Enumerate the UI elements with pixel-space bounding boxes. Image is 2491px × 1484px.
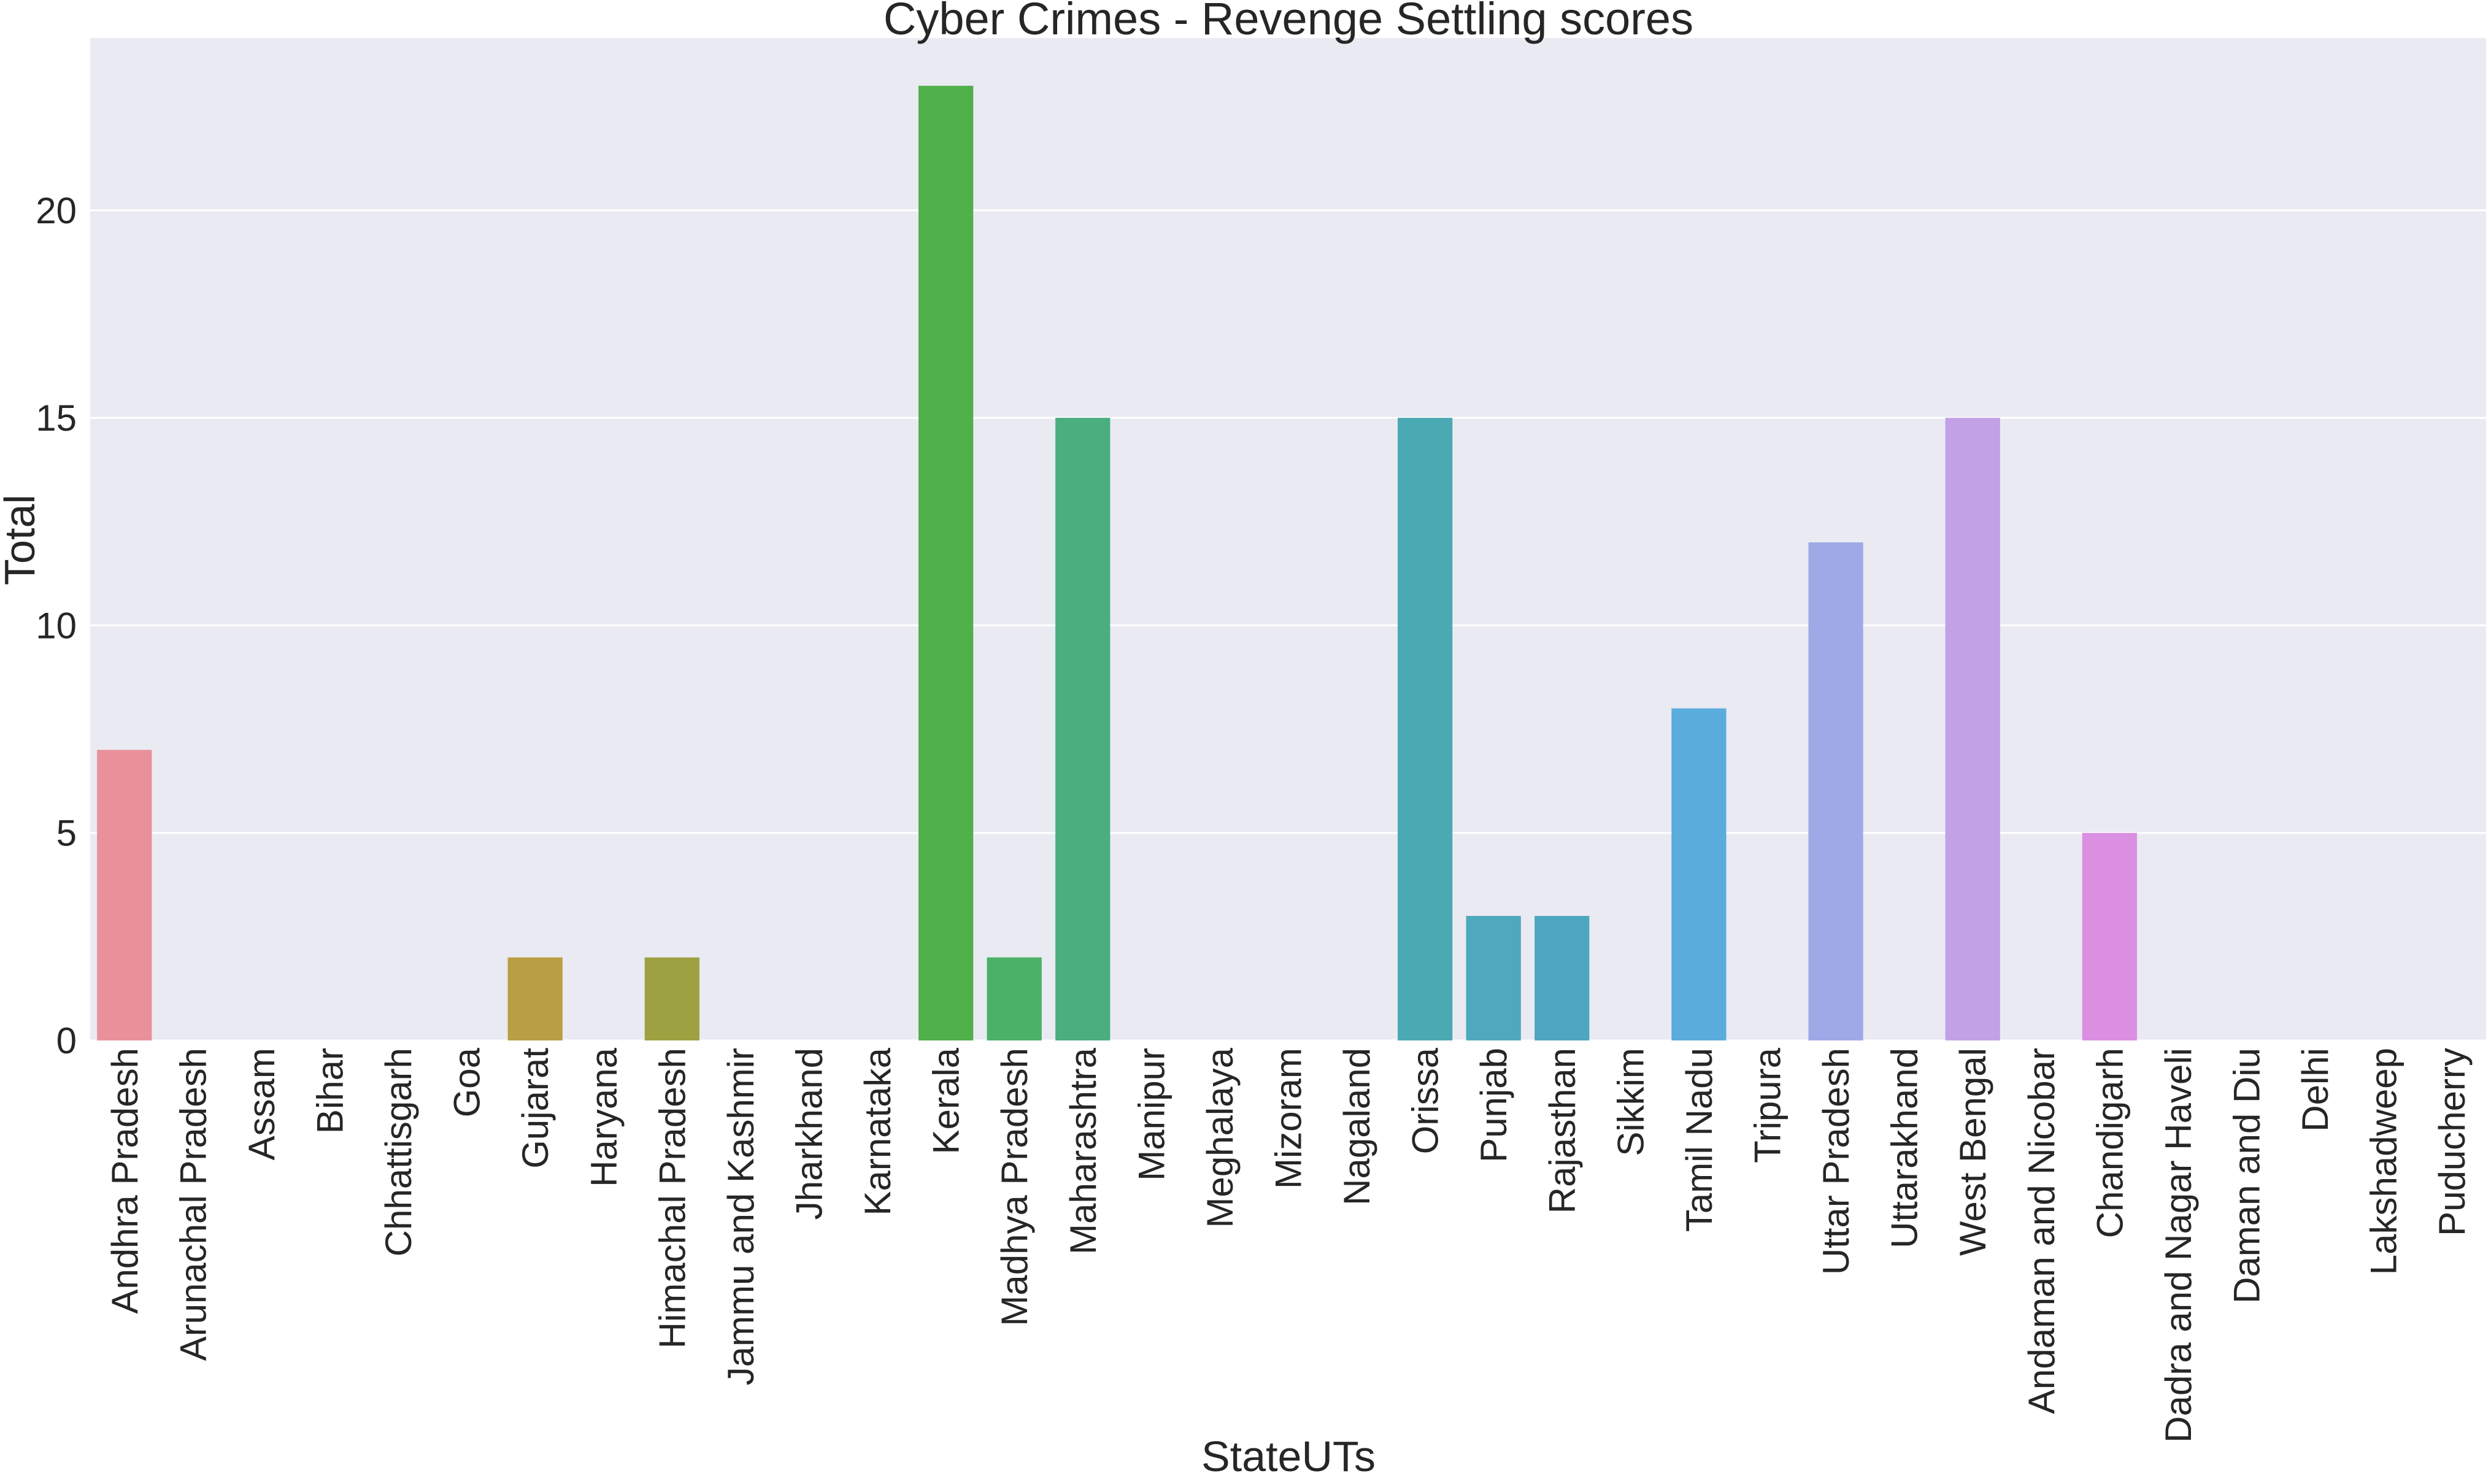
bar bbox=[918, 85, 974, 1040]
x-tick-label: Jammu and Kashmir bbox=[720, 1048, 761, 1385]
bar bbox=[987, 957, 1042, 1040]
x-tick-label: Rajasthan bbox=[1542, 1048, 1583, 1213]
x-tick-label: Sikkim bbox=[1610, 1048, 1651, 1156]
chart-title: Cyber Crimes - Revenge Settling scores bbox=[884, 0, 1693, 44]
bar bbox=[1945, 418, 2000, 1040]
x-tick-label: Uttar Pradesh bbox=[1815, 1048, 1857, 1275]
x-tick-label: Goa bbox=[447, 1047, 488, 1117]
x-tick-label: Chandigarh bbox=[2089, 1048, 2130, 1238]
x-tick-label: Himachal Pradesh bbox=[652, 1048, 693, 1348]
x-tick-label: Chhattisgarh bbox=[378, 1048, 419, 1256]
x-tick-label: Daman and Diu bbox=[2227, 1048, 2268, 1304]
x-axis-label: StateUTs bbox=[1201, 1432, 1376, 1480]
y-tick-label: 5 bbox=[56, 813, 77, 854]
x-tick-label: Haryana bbox=[583, 1047, 625, 1186]
x-tick-label: Jharkhand bbox=[789, 1048, 830, 1220]
bar bbox=[2082, 832, 2137, 1040]
x-tick-label: Lakshadweep bbox=[2363, 1048, 2404, 1275]
x-tick-label: Punjab bbox=[1473, 1048, 1514, 1163]
x-tick-label: Dadra and Nagar Haveli bbox=[2158, 1048, 2199, 1443]
y-tick-label: 10 bbox=[36, 605, 77, 646]
bar bbox=[1534, 916, 1590, 1040]
x-tick-label: Andaman and Nicobar bbox=[2021, 1048, 2062, 1414]
x-tick-label: Uttarakhand bbox=[1884, 1048, 1925, 1248]
x-tick-label: Gujarat bbox=[515, 1048, 556, 1169]
x-tick-label: Puducherry bbox=[2431, 1048, 2473, 1236]
y-tick-label: 15 bbox=[36, 398, 77, 439]
bar bbox=[1055, 418, 1111, 1040]
x-tick-label: Kerala bbox=[926, 1047, 967, 1154]
x-tick-label: Andhra Pradesh bbox=[104, 1048, 145, 1314]
x-tick-label: Mizoram bbox=[1268, 1048, 1309, 1189]
y-axis-label: Total bbox=[0, 494, 44, 585]
bar bbox=[1466, 916, 1521, 1040]
x-tick-label: Tamil Nadu bbox=[1679, 1048, 1720, 1232]
bar bbox=[644, 957, 699, 1040]
bar bbox=[97, 750, 152, 1040]
x-tick-label: Nagaland bbox=[1336, 1048, 1377, 1205]
x-tick-label: Orissa bbox=[1405, 1047, 1446, 1154]
x-tick-label: Karnataka bbox=[857, 1047, 898, 1215]
x-axis-ticks: Andhra Pradesh Arunachal Pradesh Assam Biha… bbox=[104, 1047, 2473, 1442]
y-tick-label: 0 bbox=[56, 1020, 77, 1061]
bar bbox=[507, 957, 563, 1040]
bar bbox=[1671, 708, 1727, 1040]
x-tick-label: Meghalaya bbox=[1199, 1047, 1241, 1228]
x-tick-label: Arunachal Pradesh bbox=[172, 1048, 214, 1361]
x-tick-label: Assam bbox=[241, 1048, 282, 1160]
bar bbox=[1398, 418, 1453, 1040]
y-axis-ticks: 0 5 10 15 20 bbox=[36, 190, 77, 1061]
x-tick-label: Madhya Pradesh bbox=[994, 1048, 1035, 1326]
y-tick-label: 20 bbox=[36, 190, 77, 231]
x-tick-label: Manipur bbox=[1131, 1048, 1172, 1181]
bar bbox=[1808, 542, 1863, 1040]
x-tick-label: Delhi bbox=[2295, 1048, 2336, 1132]
x-tick-label: West Bengal bbox=[1952, 1048, 1993, 1256]
x-tick-label: Maharashtra bbox=[1063, 1047, 1104, 1254]
bars bbox=[97, 85, 2137, 1040]
x-tick-label: Bihar bbox=[310, 1048, 351, 1134]
x-tick-label: Tripura bbox=[1747, 1047, 1788, 1163]
